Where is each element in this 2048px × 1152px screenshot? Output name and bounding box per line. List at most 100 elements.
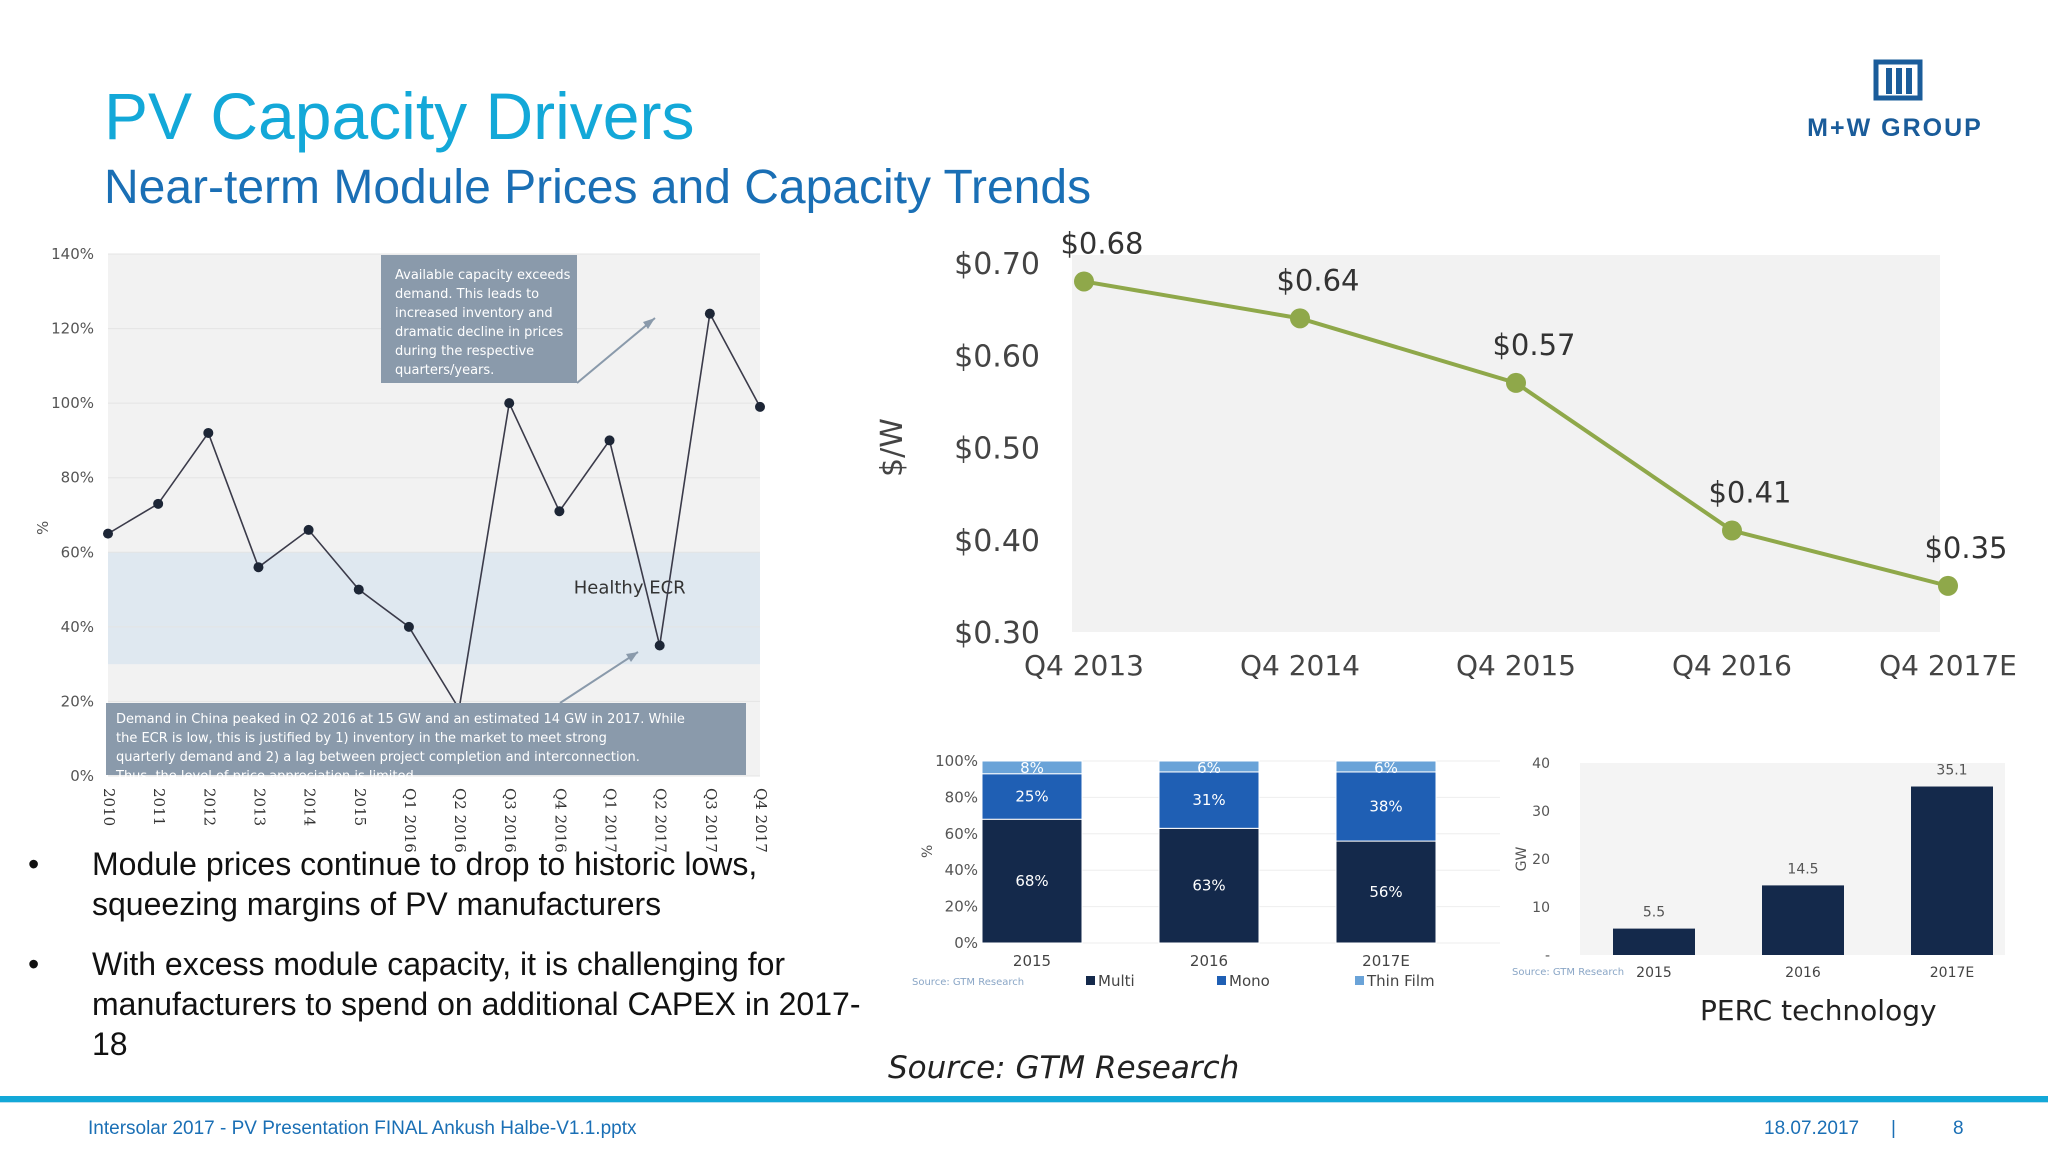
y-tick-label: 100% bbox=[51, 394, 94, 412]
y-tick-label: $0.30 bbox=[954, 616, 1040, 651]
annotation-text: Thus, the level of price appreciation is… bbox=[115, 769, 414, 784]
footer-separator: | bbox=[1891, 1118, 1896, 1139]
arrowhead-icon bbox=[626, 652, 638, 662]
y-axis-label: $/W bbox=[875, 418, 910, 477]
y-tick-label: 10 bbox=[1532, 900, 1550, 916]
x-tick-label: 2014 bbox=[301, 788, 319, 826]
x-tick-label: 2017E bbox=[1362, 952, 1410, 970]
stacked-bar-segment bbox=[981, 818, 1083, 944]
price-data-label: $0.68 bbox=[1060, 226, 1143, 260]
x-tick-label: 2016 bbox=[1190, 952, 1228, 970]
ecr-series-line bbox=[107, 311, 761, 712]
y-tick-label: 80% bbox=[945, 788, 978, 806]
x-tick-label: 2012 bbox=[200, 788, 218, 826]
ecr-point bbox=[303, 524, 314, 535]
stacked-bar-segment bbox=[981, 760, 1083, 775]
bar-data-label: 63% bbox=[1192, 877, 1225, 895]
logo-text: M+W GROUP bbox=[1807, 114, 1983, 142]
bullet-item: • With excess module capacity, it is chal… bbox=[28, 944, 888, 1064]
y-tick-label: 20 bbox=[1532, 852, 1550, 868]
bar-data-label: 5.5 bbox=[1643, 905, 1665, 921]
stacked-bar-segment bbox=[1335, 760, 1437, 773]
x-tick-label: Q4 2017E bbox=[1879, 649, 2017, 682]
y-tick-label: 20% bbox=[61, 692, 94, 710]
annotation-box bbox=[106, 703, 746, 775]
price-data-label: $0.41 bbox=[1708, 476, 1791, 510]
x-tick-label: 2013 bbox=[250, 788, 268, 826]
y-tick-label: 120% bbox=[51, 320, 94, 338]
price-point bbox=[1506, 372, 1526, 393]
x-tick-label: Q2 2017 bbox=[652, 788, 670, 853]
slide-title: PV Capacity Drivers bbox=[104, 79, 695, 153]
footer-rule bbox=[0, 1096, 2048, 1102]
ecr-point bbox=[504, 398, 515, 409]
annotation-text: the ECR is low, this is justified by 1) … bbox=[116, 731, 607, 746]
price-point bbox=[1290, 308, 1310, 329]
x-tick-label: Q4 2016 bbox=[1672, 649, 1792, 682]
x-tick-label: Q4 2014 bbox=[1240, 649, 1360, 682]
stacked-bar-segment bbox=[1158, 827, 1260, 944]
stacked-bar-segment bbox=[1335, 840, 1437, 944]
bullet-item: • Module prices continue to drop to histo… bbox=[28, 844, 888, 924]
y-tick-label: $0.40 bbox=[954, 524, 1040, 559]
annotation-text: increased inventory and bbox=[395, 306, 553, 321]
perc-capacity-chart: - 10 20 30 40 GW 5.5 2015 14.5 2016 35.1 2017E Sourc… bbox=[1512, 756, 2005, 981]
bar-data-label: 8% bbox=[1020, 759, 1044, 777]
price-data-label: $0.35 bbox=[1924, 531, 2007, 565]
legend-swatch bbox=[1086, 976, 1095, 985]
chart-source-note: Source: GTM Research bbox=[912, 977, 1024, 988]
perc-caption: PERC technology bbox=[1700, 994, 1937, 1027]
chart-source-note: Source: GTM Research bbox=[1512, 967, 1624, 978]
ecr-point bbox=[103, 528, 113, 539]
stacked-bar-segment bbox=[981, 773, 1083, 820]
price-data-label: $0.64 bbox=[1276, 263, 1359, 297]
ecr-point bbox=[654, 640, 665, 651]
logo-mark-icon bbox=[1873, 59, 1923, 101]
x-tick-label: 2015 bbox=[351, 788, 369, 826]
ecr-point bbox=[403, 621, 414, 632]
y-tick-label: 80% bbox=[61, 469, 94, 487]
price-data-label: $0.57 bbox=[1492, 328, 1575, 362]
source-note: Source: GTM Research bbox=[888, 1050, 1240, 1086]
slide-subtitle: Near-term Module Prices and Capacity Tre… bbox=[104, 161, 1092, 214]
y-axis-label: GW bbox=[1514, 847, 1530, 872]
x-tick-label: Q4 2016 bbox=[551, 788, 569, 853]
bar-data-label: 14.5 bbox=[1787, 861, 1818, 877]
y-tick-label: 60% bbox=[945, 825, 978, 843]
bar-data-label: 38% bbox=[1369, 798, 1402, 816]
price-point bbox=[1938, 575, 1958, 596]
stacked-bar-segment bbox=[1158, 771, 1260, 829]
bullet-dot-icon: • bbox=[28, 946, 40, 982]
x-tick-label: Q2 2016 bbox=[451, 788, 469, 853]
annotation-text: quarterly demand and 2) a lag between pr… bbox=[116, 750, 640, 765]
footer-filename: Intersolar 2017 - PV Presentation FINAL … bbox=[88, 1118, 637, 1139]
stacked-bar-segment bbox=[1335, 771, 1437, 842]
band-label: Healthy ECR bbox=[574, 577, 686, 598]
y-tick-label: - bbox=[1545, 948, 1550, 964]
x-tick-label: 2010 bbox=[100, 788, 118, 826]
y-tick-label: 0% bbox=[70, 767, 94, 785]
y-axis-label: % bbox=[920, 845, 936, 858]
ecr-point bbox=[203, 427, 214, 438]
bullet-text: With excess module capacity, it is chall… bbox=[92, 946, 861, 1062]
annotation-text: Available capacity exceeds bbox=[395, 268, 571, 283]
stacked-bar-segment bbox=[1158, 760, 1260, 773]
legend-label: Thin Film bbox=[1366, 972, 1435, 990]
perc-bar bbox=[1613, 928, 1695, 955]
bar-data-label: 25% bbox=[1015, 787, 1048, 805]
perc-bar bbox=[1762, 885, 1844, 955]
x-tick-label: Q3 2017 bbox=[702, 788, 720, 853]
x-tick-label: Q4 2017 bbox=[752, 788, 770, 853]
bar-data-label: 6% bbox=[1197, 759, 1221, 777]
footer-rule-thin bbox=[0, 1102, 2048, 1103]
ecr-point bbox=[253, 562, 264, 573]
ecr-point bbox=[755, 401, 765, 412]
ecr-point bbox=[704, 308, 715, 319]
y-tick-label: 0% bbox=[954, 934, 978, 952]
perc-bar bbox=[1911, 786, 1993, 955]
x-tick-label: 2016 bbox=[1785, 965, 1821, 981]
bar-data-label: 68% bbox=[1015, 872, 1048, 890]
x-tick-label: Q4 2015 bbox=[1456, 649, 1576, 682]
y-tick-label: 40% bbox=[61, 618, 94, 636]
bullet-list: • Module prices continue to drop to histo… bbox=[28, 844, 888, 1084]
